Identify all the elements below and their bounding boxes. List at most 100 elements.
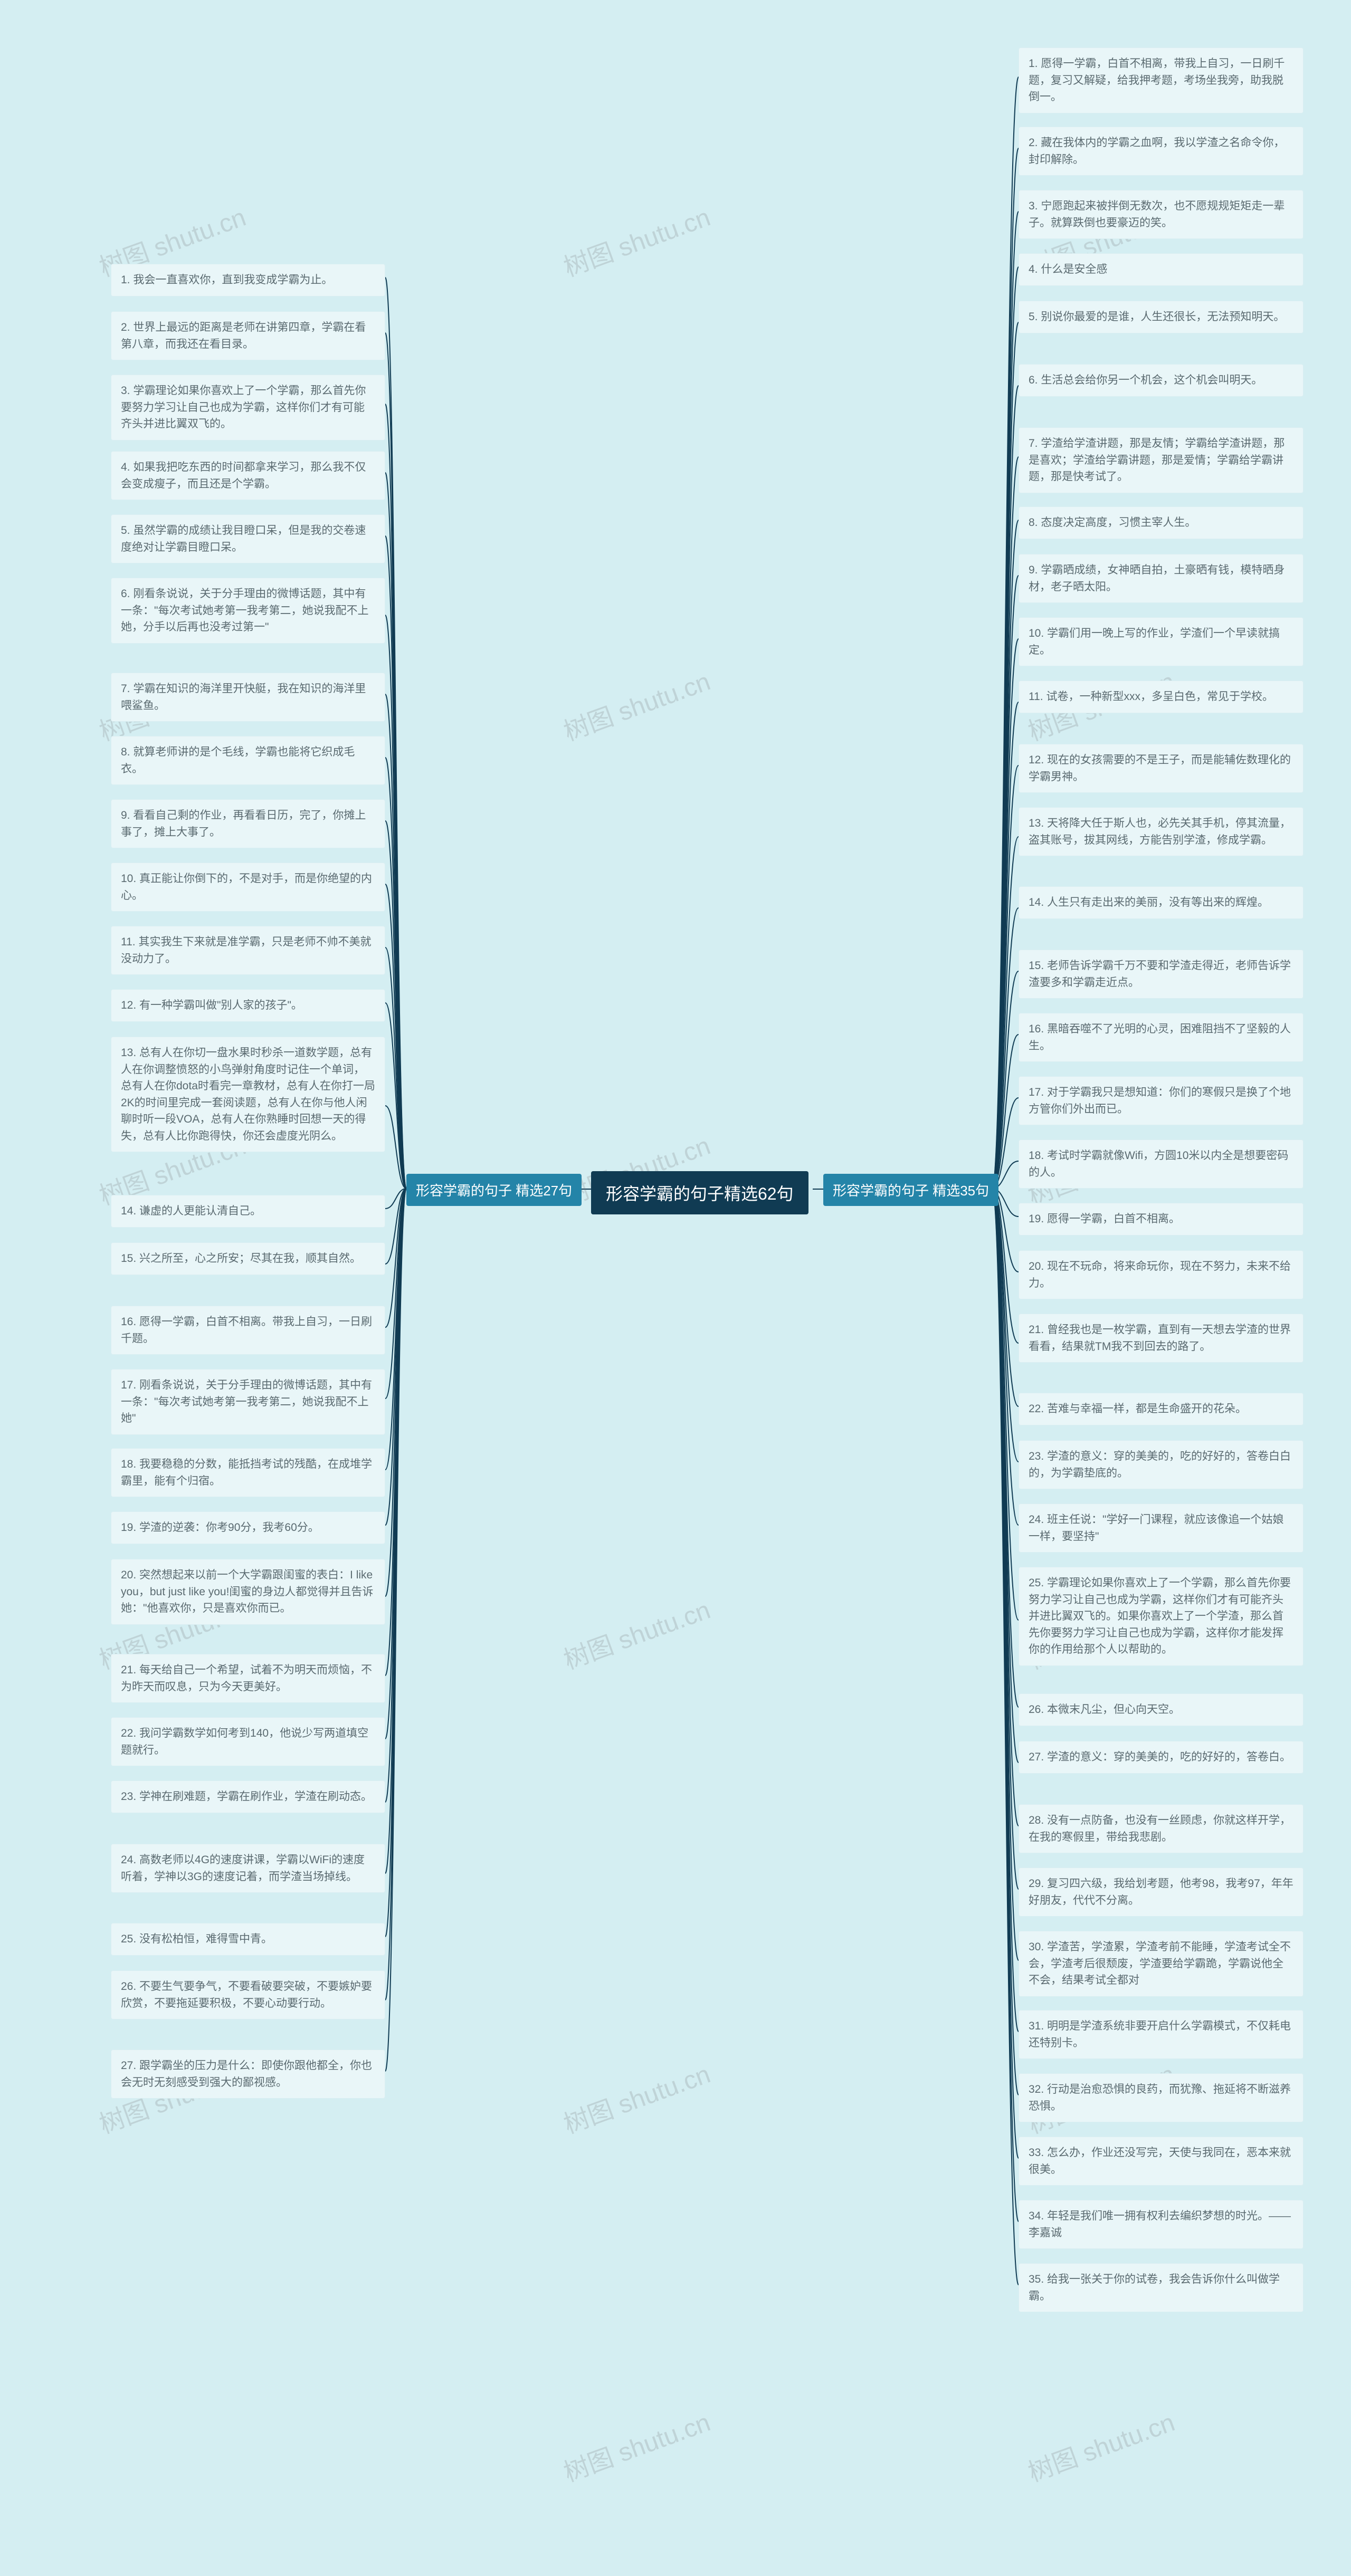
leaf-left: 14. 谦虚的人更能认清自己。 [111,1195,385,1228]
leaf-left: 10. 真正能让你倒下的，不是对手，而是你绝望的内心。 [111,863,385,912]
leaf-text: 6. 刚看条说说，关于分手理由的微博话题，其中有一条："每次考试她考第一我考第二… [121,588,368,633]
leaf-right: 35. 给我一张关于你的试卷，我会告诉你什么叫做学霸。 [1019,2263,1304,2312]
leaf-right: 7. 学渣给学渣讲题，那是友情；学霸给学渣讲题，那是喜欢；学渣给学霸讲题，那是爱… [1019,427,1304,493]
leaf-right: 11. 试卷，一种新型xxx，多呈白色，常见于学校。 [1019,681,1304,713]
watermark: 树图 shutu.cn [558,660,715,748]
branch-left-label: 形容学霸的句子 精选27句 [416,1183,572,1199]
leaf-left: 24. 高数老师以4G的速度讲课，学霸以WiFi的速度听着，学神以3G的速度记着… [111,1844,385,1893]
leaf-right: 15. 老师告诉学霸千万不要和学渣走得近，老师告诉学渣要多和学霸走近点。 [1019,950,1304,999]
leaf-right: 24. 班主任说："学好一门课程，就应该像追一个姑娘一样，要坚持" [1019,1504,1304,1553]
leaf-right: 28. 没有一点防备，也没有一丝顾虑，你就这样开学，在我的寒假里，带给我悲剧。 [1019,1804,1304,1853]
leaf-left: 2. 世界上最远的距离是老师在讲第四章，学霸在看第八章，而我还在看目录。 [111,311,385,360]
leaf-text: 18. 我要稳稳的分数，能抵挡考试的残酷，在成堆学霸里，能有个归宿。 [121,1458,372,1487]
leaf-text: 1. 我会一直喜欢你，直到我变成学霸为止。 [121,274,332,286]
leaf-left: 25. 没有松柏恒，难得雪中青。 [111,1923,385,1956]
leaf-text: 11. 其实我生下来就是准学霸，只是老师不帅不美就没动力了。 [121,936,371,965]
leaf-text: 4. 什么是安全感 [1029,263,1107,275]
leaf-text: 2. 藏在我体内的学霸之血啊，我以学渣之名命令你，封印解除。 [1029,137,1285,166]
leaf-text: 31. 明明是学渣系统非要开启什么学霸模式，不仅耗电还特别卡。 [1029,2020,1291,2049]
leaf-text: 22. 我问学霸数学如何考到140，他说少写两道填空题就行。 [121,1727,368,1756]
leaf-left: 11. 其实我生下来就是准学霸，只是老师不帅不美就没动力了。 [111,926,385,975]
center-label: 形容学霸的句子精选62句 [606,1184,794,1203]
leaf-text: 21. 曾经我也是一枚学霸，直到有一天想去学渣的世界看看，结果就TM我不到回去的… [1029,1324,1291,1353]
leaf-left: 22. 我问学霸数学如何考到140，他说少写两道填空题就行。 [111,1717,385,1766]
leaf-left: 15. 兴之所至，心之所安；尽其在我，顺其自然。 [111,1242,385,1275]
watermark: 树图 shutu.cn [558,2401,715,2488]
leaf-left: 4. 如果我把吃东西的时间都拿来学习，那么我不仅会变成瘦子，而且还是个学霸。 [111,451,385,500]
leaf-text: 17. 刚看条说说，关于分手理由的微博话题，其中有一条："每次考试她考第一我考第… [121,1379,372,1424]
leaf-text: 8. 就算老师讲的是个毛线，学霸也能将它织成毛衣。 [121,746,355,775]
leaf-text: 35. 给我一张关于你的试卷，我会告诉你什么叫做学霸。 [1029,2273,1280,2302]
leaf-right: 5. 别说你最爱的是谁，人生还很长，无法预知明天。 [1019,301,1304,333]
leaf-right: 18. 考试时学霸就像Wifi，方圆10米以内全是想要密码的人。 [1019,1139,1304,1189]
leaf-left: 7. 学霸在知识的海洋里开快艇，我在知识的海洋里喂鲨鱼。 [111,673,385,722]
leaf-right: 26. 本微末凡尘，但心向天空。 [1019,1693,1304,1726]
leaf-text: 23. 学渣的意义：穿的美美的，吃的好好的，答卷白白的，为学霸垫底的。 [1029,1450,1291,1479]
leaf-right: 23. 学渣的意义：穿的美美的，吃的好好的，答卷白白的，为学霸垫底的。 [1019,1440,1304,1489]
leaf-right: 33. 怎么办，作业还没写完，天使与我同在，恶本来就很美。 [1019,2137,1304,2186]
leaf-text: 13. 总有人在你切一盘水果时秒杀一道数学题，总有人在你调整愤怒的小鸟弹射角度时… [121,1047,375,1142]
leaf-text: 17. 对于学霸我只是想知道：你们的寒假只是换了个地方管你们外出而已。 [1029,1086,1291,1115]
leaf-right: 6. 生活总会给你另一个机会，这个机会叫明天。 [1019,364,1304,397]
leaf-text: 22. 苦难与幸福一样，都是生命盛开的花朵。 [1029,1403,1247,1415]
leaf-left: 17. 刚看条说说，关于分手理由的微博话题，其中有一条："每次考试她考第一我考第… [111,1369,385,1435]
leaf-left: 9. 看看自己剩的作业，再看看日历，完了，你摊上事了，摊上大事了。 [111,799,385,848]
leaf-text: 14. 谦虚的人更能认清自己。 [121,1205,261,1217]
center-node: 形容学霸的句子精选62句 [591,1171,808,1214]
leaf-text: 14. 人生只有走出来的美丽，没有等出来的辉煌。 [1029,896,1269,908]
leaf-text: 34. 年轻是我们唯一拥有权利去编织梦想的时光。——李嘉诚 [1029,2210,1291,2239]
leaf-right: 2. 藏在我体内的学霸之血啊，我以学渣之名命令你，封印解除。 [1019,127,1304,176]
leaf-right: 27. 学渣的意义：穿的美美的，吃的好好的，答卷白。 [1019,1741,1304,1774]
leaf-text: 30. 学渣苦，学渣累，学渣考前不能睡，学渣考试全不会，学渣考后很颓废，学渣要给… [1029,1941,1291,1986]
leaf-text: 15. 老师告诉学霸千万不要和学渣走得近，老师告诉学渣要多和学霸走近点。 [1029,960,1291,989]
watermark: 树图 shutu.cn [558,2053,715,2140]
leaf-left: 16. 愿得一学霸，白首不相离。带我上自习，一日刷千题。 [111,1306,385,1355]
leaf-right: 29. 复习四六级，我给划考题，他考98，我考97，年年好朋友，代代不分离。 [1019,1868,1304,1917]
leaf-right: 20. 现在不玩命，将来命玩你，现在不努力，未来不给力。 [1019,1250,1304,1299]
leaf-text: 5. 虽然学霸的成绩让我目瞪口呆，但是我的交卷速度绝对让学霸目瞪口呆。 [121,524,366,553]
leaf-left: 23. 学神在刷难题，学霸在刷作业，学渣在刷动态。 [111,1780,385,1813]
leaf-left: 8. 就算老师讲的是个毛线，学霸也能将它织成毛衣。 [111,736,385,785]
leaf-text: 23. 学神在刷难题，学霸在刷作业，学渣在刷动态。 [121,1790,372,1803]
leaf-left: 3. 学霸理论如果你喜欢上了一个学霸，那么首先你要努力学习让自己也成为学霸，这样… [111,375,385,440]
leaf-right: 19. 愿得一学霸，白首不相离。 [1019,1203,1304,1236]
leaf-left: 13. 总有人在你切一盘水果时秒杀一道数学题，总有人在你调整愤怒的小鸟弹射角度时… [111,1037,385,1152]
leaf-right: 21. 曾经我也是一枚学霸，直到有一天想去学渣的世界看看，结果就TM我不到回去的… [1019,1314,1304,1363]
leaf-text: 3. 学霸理论如果你喜欢上了一个学霸，那么首先你要努力学习让自己也成为学霸，这样… [121,385,366,430]
leaf-right: 30. 学渣苦，学渣累，学渣考前不能睡，学渣考试全不会，学渣考后很颓废，学渣要给… [1019,1931,1304,1997]
leaf-text: 10. 学霸们用一晚上写的作业，学渣们一个早读就搞定。 [1029,627,1280,656]
leaf-text: 21. 每天给自己一个希望，试着不为明天而烦恼，不为昨天而叹息，只为今天更美好。 [121,1664,372,1693]
leaf-right: 10. 学霸们用一晚上写的作业，学渣们一个早读就搞定。 [1019,617,1304,666]
watermark: 树图 shutu.cn [1022,2401,1179,2488]
branch-right: 形容学霸的句子 精选35句 [823,1174,998,1206]
leaf-text: 25. 没有松柏恒，难得雪中青。 [121,1933,272,1945]
leaf-left: 20. 突然想起来以前一个大学霸跟闺蜜的表白：I like you，but ju… [111,1559,385,1625]
leaf-text: 19. 愿得一学霸，白首不相离。 [1029,1213,1180,1225]
leaf-text: 4. 如果我把吃东西的时间都拿来学习，那么我不仅会变成瘦子，而且还是个学霸。 [121,461,366,490]
leaf-right: 9. 学霸晒成绩，女神晒自拍，土豪晒有钱，模特晒身材，老子晒太阳。 [1019,554,1304,603]
leaf-text: 10. 真正能让你倒下的，不是对手，而是你绝望的内心。 [121,873,372,902]
leaf-left: 19. 学渣的逆袭：你考90分，我考60分。 [111,1511,385,1544]
leaf-text: 29. 复习四六级，我给划考题，他考98，我考97，年年好朋友，代代不分离。 [1029,1878,1293,1907]
leaf-right: 32. 行动是治愈恐惧的良药，而犹豫、拖延将不断滋养恐惧。 [1019,2073,1304,2122]
leaf-text: 9. 看看自己剩的作业，再看看日历，完了，你摊上事了，摊上大事了。 [121,809,366,838]
leaf-text: 27. 跟学霸坐的压力是什么：即使你跟他都全，你也会无时无刻感受到强大的鄙视感。 [121,2060,372,2089]
leaf-text: 16. 愿得一学霸，白首不相离。带我上自习，一日刷千题。 [121,1316,372,1345]
leaf-right: 14. 人生只有走出来的美丽，没有等出来的辉煌。 [1019,886,1304,919]
leaf-text: 24. 高数老师以4G的速度讲课，学霸以WiFi的速度听着，学神以3G的速度记着… [121,1854,365,1883]
leaf-right: 1. 愿得一学霸，白首不相离，带我上自习，一日刷千题，复习又解疑，给我押考题，考… [1019,47,1304,113]
leaf-left: 1. 我会一直喜欢你，直到我变成学霸为止。 [111,264,385,296]
leaf-text: 33. 怎么办，作业还没写完，天使与我同在，恶本来就很美。 [1029,2147,1291,2176]
leaf-left: 5. 虽然学霸的成绩让我目瞪口呆，但是我的交卷速度绝对让学霸目瞪口呆。 [111,514,385,563]
leaf-text: 20. 现在不玩命，将来命玩你，现在不努力，未来不给力。 [1029,1260,1291,1289]
leaf-text: 13. 天将降大任于斯人也，必先关其手机，停其流量，盗其账号，拔其网线，方能告别… [1029,817,1291,846]
leaf-text: 20. 突然想起来以前一个大学霸跟闺蜜的表白：I like you，but ju… [121,1569,373,1614]
leaf-right: 25. 学霸理论如果你喜欢上了一个学霸，那么首先你要努力学习让自己也成为学霸，这… [1019,1567,1304,1666]
leaf-text: 18. 考试时学霸就像Wifi，方圆10米以内全是想要密码的人。 [1029,1150,1288,1179]
leaf-text: 7. 学渣给学渣讲题，那是友情；学霸给学渣讲题，那是喜欢；学渣给学霸讲题，那是爱… [1029,437,1285,483]
leaf-text: 32. 行动是治愈恐惧的良药，而犹豫、拖延将不断滋养恐惧。 [1029,2083,1291,2112]
leaf-text: 19. 学渣的逆袭：你考90分，我考60分。 [121,1521,319,1534]
leaf-text: 15. 兴之所至，心之所安；尽其在我，顺其自然。 [121,1252,361,1265]
leaf-text: 26. 不要生气要争气，不要看破要突破，不要嫉妒要欣赏，不要拖延要积极，不要心动… [121,1980,372,2009]
leaf-text: 5. 别说你最爱的是谁，人生还很长，无法预知明天。 [1029,311,1285,323]
